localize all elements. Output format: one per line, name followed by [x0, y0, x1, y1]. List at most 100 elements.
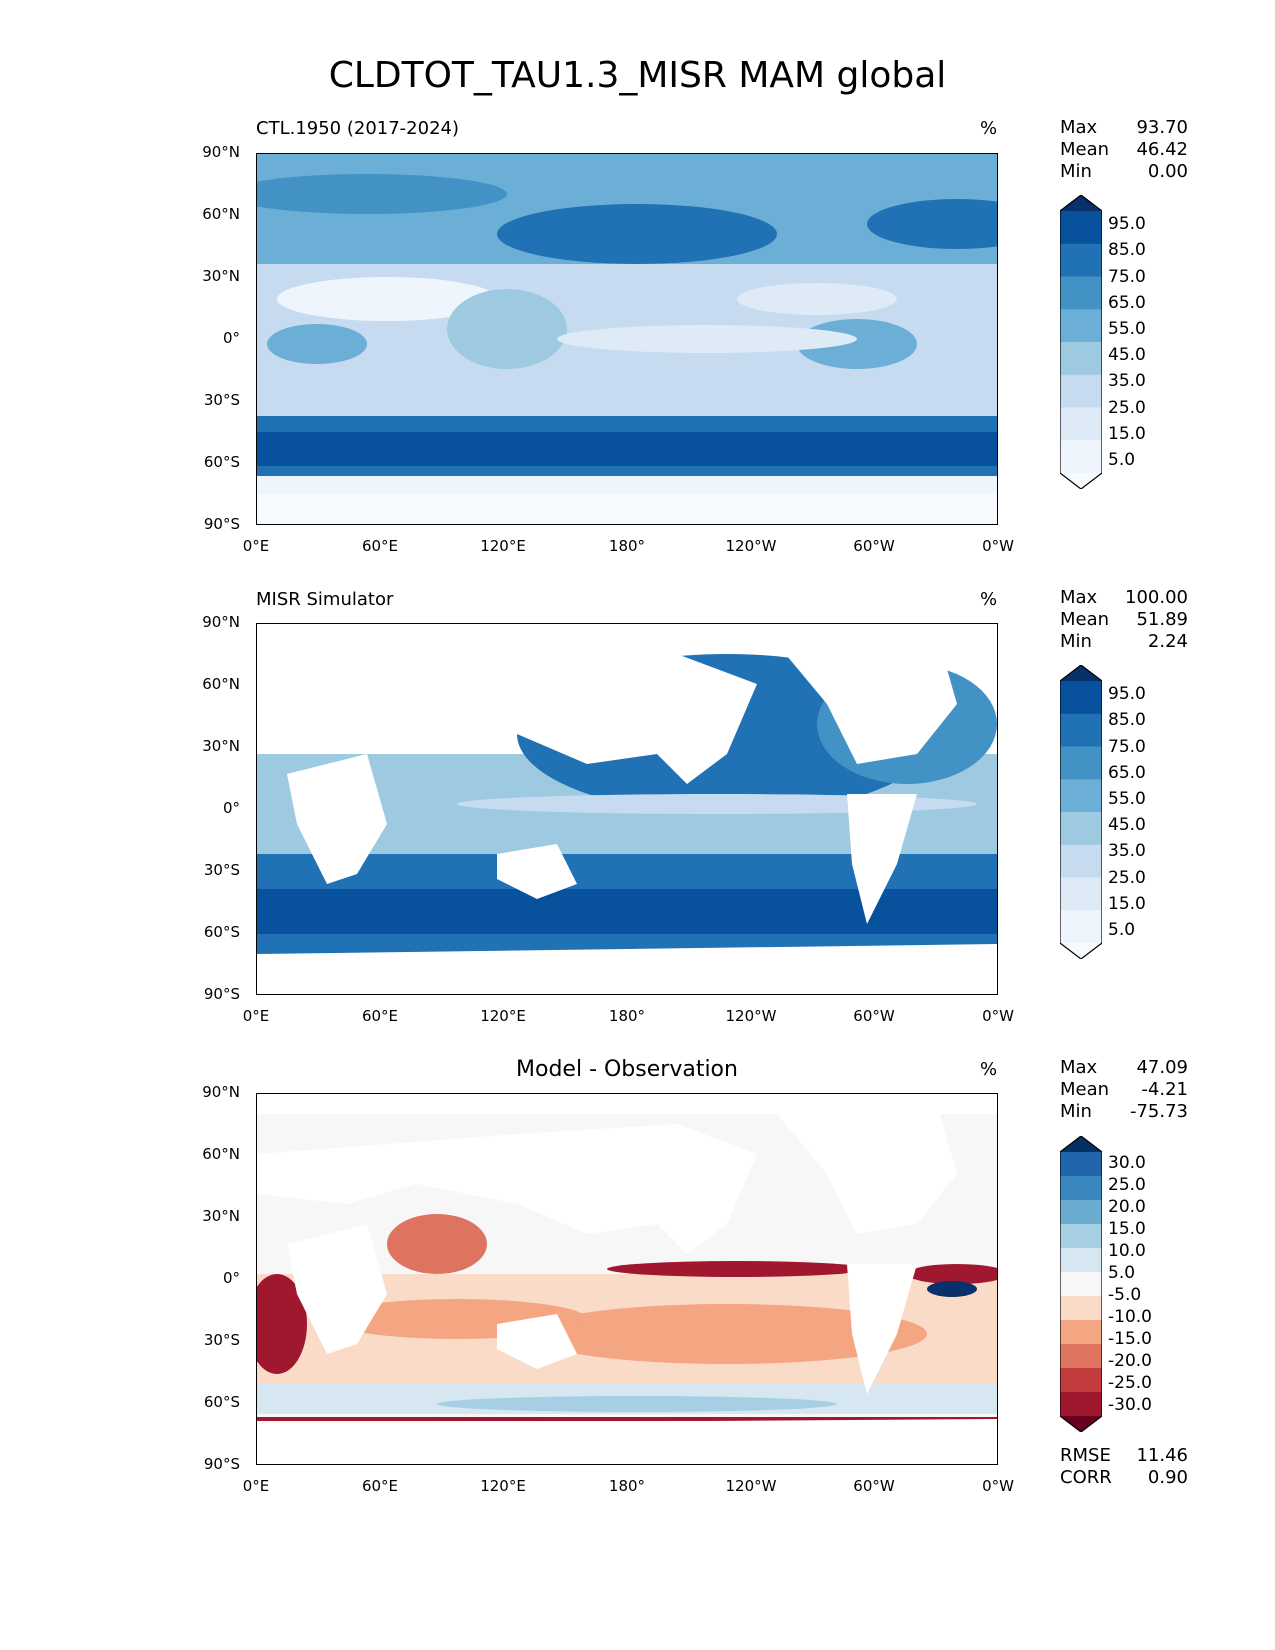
x-tick-label: 120°E: [480, 1007, 526, 1025]
panel-title: MISR Simulator: [256, 589, 394, 610]
colorbar-svg: [1059, 1135, 1103, 1433]
colorbar-tick-label: 30.0: [1108, 1153, 1146, 1173]
panel-observation: MISR Simulator % 90°N 60°N 30°N 0° 30°S …: [0, 0, 1275, 1025]
stat-label: Min: [1060, 161, 1092, 182]
colorbar-segment: [1060, 1224, 1102, 1249]
x-tick-label: 180°: [608, 537, 646, 555]
y-tick-label: 90°S: [203, 515, 240, 533]
colorbar: [1059, 1135, 1103, 1433]
colorbar-svg: [1059, 194, 1103, 490]
y-tick-label: 0°: [222, 799, 240, 817]
colorbar-tick-label: 25.0: [1108, 867, 1146, 888]
stats-box: Max 100.00 Mean 51.89 Min 2.24: [1060, 587, 1188, 653]
colorbar-tick-label: -25.0: [1108, 1373, 1152, 1393]
stat-label: Min: [1060, 1101, 1092, 1122]
colorbar-tick-label: 75.0: [1108, 266, 1146, 287]
colorbar-tick-label: 95.0: [1108, 214, 1146, 235]
x-tick-label: 60°W: [853, 1477, 895, 1495]
colorbar-segment: [1060, 1248, 1102, 1273]
colorbar-segment: [1060, 309, 1102, 343]
colorbar: [1059, 664, 1103, 960]
stat-label: Max: [1060, 587, 1098, 608]
y-tick-label: 30°N: [202, 267, 240, 285]
y-tick-label: 60°N: [202, 675, 240, 693]
metric-label: RMSE: [1060, 1445, 1111, 1466]
x-tick-label: 60°W: [853, 1007, 895, 1025]
panel-model: CTL.1950 (2017-2024) % 90°N 60°N 30°N 0°…: [0, 0, 1275, 555]
figure-title: CLDTOT_TAU1.3_MISR MAM global: [328, 55, 947, 96]
y-tick-label: 90°S: [203, 1455, 240, 1473]
stat-max: 93.70: [1136, 117, 1188, 138]
stat-mean: 46.42: [1136, 139, 1188, 160]
colorbar-tick-label: 5.0: [1108, 919, 1136, 940]
colorbar-segment: [1060, 746, 1102, 780]
y-tick-label: 60°S: [203, 453, 240, 471]
colorbar-tick-label: 15.0: [1108, 893, 1146, 914]
colorbar-segment: [1060, 1344, 1102, 1369]
units-label: %: [980, 1059, 998, 1080]
colorbar-segment: [1060, 473, 1102, 489]
colorbar-tick-label: -30.0: [1108, 1395, 1152, 1415]
colorbar-segment: [1060, 910, 1102, 944]
x-tick-label: 0°E: [242, 1477, 270, 1495]
y-tick-label: 90°N: [202, 613, 240, 631]
colorbar-tick-label: 25.0: [1108, 397, 1146, 418]
colorbar-segment: [1060, 1392, 1102, 1417]
colorbar-tick-label: 55.0: [1108, 788, 1146, 809]
colorbar-tick-label: 85.0: [1108, 240, 1146, 261]
y-tick-label: 90°S: [203, 985, 240, 1003]
colorbar-segment: [1060, 1200, 1102, 1225]
colorbar: [1059, 194, 1103, 490]
colorbar-segment: [1060, 1416, 1102, 1432]
units-label: %: [980, 118, 998, 139]
stat-min: 2.24: [1147, 631, 1188, 652]
colorbar-segment: [1060, 1320, 1102, 1345]
panel-title: Model - Observation: [516, 1057, 738, 1082]
colorbar-tick-label: 75.0: [1108, 736, 1146, 757]
x-tick-label: 120°E: [480, 1477, 526, 1495]
y-tick-label: 90°N: [202, 143, 240, 161]
stat-label: Min: [1060, 631, 1092, 652]
x-tick-label: 0°E: [242, 1007, 270, 1025]
x-tick-label: 120°W: [725, 1007, 777, 1025]
colorbar-tick-label: 35.0: [1108, 371, 1146, 392]
map-observation: [256, 623, 998, 995]
x-tick-label: 180°: [608, 1477, 646, 1495]
colorbar-tick-label: 45.0: [1108, 345, 1146, 366]
corr-value: 0.90: [1147, 1467, 1188, 1488]
stat-label: Mean: [1060, 1079, 1110, 1100]
colorbar-segment: [1060, 440, 1102, 474]
y-tick-label: 60°N: [202, 1145, 240, 1163]
metric-label: CORR: [1060, 1467, 1112, 1488]
panel-difference: Model - Observation % 90°N 60°N 30°N: [0, 0, 1275, 1495]
stats-box: Max 93.70 Mean 46.42 Min 0.00: [1060, 117, 1188, 183]
y-tick-label: 30°N: [202, 737, 240, 755]
colorbar-segment: [1060, 342, 1102, 376]
rmse-value: 11.46: [1136, 1445, 1188, 1466]
y-tick-label: 0°: [222, 329, 240, 347]
y-tick-label: 0°: [222, 1269, 240, 1287]
x-tick-label: 0°W: [982, 537, 1014, 555]
x-tick-label: 60°E: [361, 1007, 399, 1025]
stat-mean: 51.89: [1136, 609, 1188, 630]
colorbar-tick-label: 25.0: [1108, 1175, 1146, 1195]
colorbar-tick-label: -10.0: [1108, 1307, 1152, 1327]
colorbar-segment: [1060, 665, 1102, 681]
colorbar-segment: [1060, 779, 1102, 813]
colorbar-segment: [1060, 243, 1102, 277]
colorbar-tick-label: -15.0: [1108, 1329, 1152, 1349]
colorbar-segment: [1060, 276, 1102, 310]
x-tick-label: 0°W: [982, 1007, 1014, 1025]
y-tick-label: 90°N: [202, 1083, 240, 1101]
colorbar-segment: [1060, 943, 1102, 959]
colorbar-tick-label: 35.0: [1108, 841, 1146, 862]
colorbar-tick-label: 20.0: [1108, 1197, 1146, 1217]
colorbar-segment: [1060, 211, 1102, 245]
colorbar-segment: [1060, 1152, 1102, 1177]
colorbar-segment: [1060, 812, 1102, 846]
y-tick-label: 30°S: [203, 391, 240, 409]
stat-max: 47.09: [1136, 1057, 1188, 1078]
colorbar-tick-label: 45.0: [1108, 815, 1146, 836]
colorbar-tick-label: 65.0: [1108, 762, 1146, 783]
colorbar-segment: [1060, 1368, 1102, 1393]
